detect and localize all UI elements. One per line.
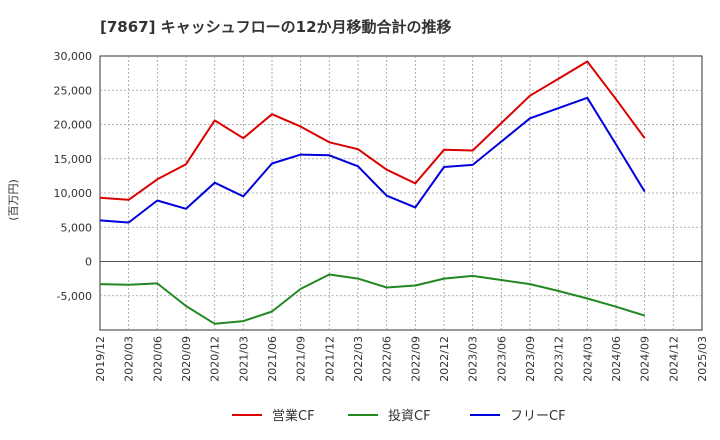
x-tick-label: 2025/03 — [696, 336, 709, 382]
series-line-2 — [99, 273, 645, 325]
x-tick-label: 2024/03 — [581, 336, 594, 382]
x-tick-label: 2023/06 — [495, 336, 508, 382]
axes: 30,000 25,000 20,000 15,000 10,000 5,000 0 -5,0… — [54, 50, 710, 382]
x-tick-label: 2021/12 — [323, 336, 336, 382]
legend-label-1: 営業CF — [272, 408, 315, 424]
x-tick-label: 2024/09 — [639, 336, 652, 382]
x-tick-label: 2023/03 — [467, 336, 480, 382]
x-tick-label: 2024/06 — [610, 336, 623, 382]
x-tick-label: 2023/12 — [553, 336, 566, 382]
x-tick-label: 2022/09 — [409, 336, 422, 382]
x-tick-label: 2020/03 — [123, 336, 136, 382]
y-tick-label: 10,000 — [54, 187, 93, 200]
y-tick-label: 0 — [85, 256, 92, 269]
x-tick-label: 2022/03 — [352, 336, 365, 382]
y-tick-label: 20,000 — [54, 119, 93, 132]
x-tick-label: 2024/12 — [667, 336, 680, 382]
x-tick-label: 2021/03 — [237, 336, 250, 382]
x-tick-label: 2020/09 — [180, 336, 193, 382]
x-tick-label: 2022/06 — [381, 336, 394, 382]
legend-label-3: フリーCF — [510, 409, 566, 424]
y-tick-label: -5,000 — [57, 290, 92, 303]
y-axis-label: (百万円) — [7, 179, 20, 221]
series-line-1 — [99, 60, 646, 201]
chart-title: [7867] キャッシュフローの12か月移動合計の推移 — [100, 18, 452, 36]
x-tick-label: 2019/12 — [94, 336, 107, 382]
series-line-3 — [99, 96, 646, 224]
y-tick-label: 25,000 — [54, 84, 93, 97]
series-layer — [99, 60, 646, 325]
y-tick-label: 15,000 — [54, 153, 93, 166]
grid — [99, 55, 703, 331]
y-tick-label: 5,000 — [61, 221, 93, 234]
x-tick-label: 2023/09 — [524, 336, 537, 382]
x-tick-label: 2022/12 — [438, 336, 451, 382]
x-tick-label: 2020/12 — [209, 336, 222, 382]
x-tick-label: 2020/06 — [151, 336, 164, 382]
y-tick-label: 30,000 — [54, 50, 93, 63]
legend: 営業CF 投資CF フリーCF — [232, 408, 566, 424]
legend-label-2: 投資CF — [388, 408, 431, 424]
x-tick-label: 2021/09 — [295, 336, 308, 382]
x-tick-label: 2021/06 — [266, 336, 279, 382]
